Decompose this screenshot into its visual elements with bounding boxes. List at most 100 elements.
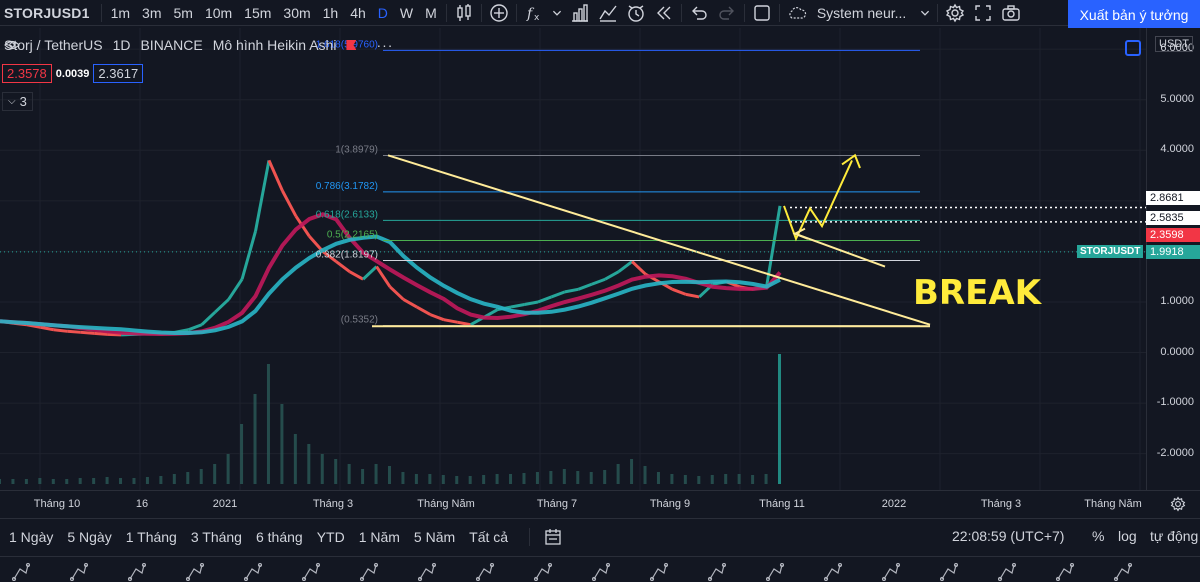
polyline-icon[interactable] — [475, 562, 495, 582]
cloud-icon[interactable] — [783, 1, 811, 25]
price-candle — [187, 323, 203, 332]
auto-toggle[interactable]: tự động — [1150, 528, 1199, 544]
range-button[interactable]: 5 Ngày — [67, 528, 112, 545]
interval-4h[interactable]: 4h — [350, 4, 366, 21]
undo-icon[interactable] — [685, 1, 713, 25]
volume-bar — [697, 476, 701, 484]
path-icon[interactable] — [301, 562, 321, 582]
arrow-icon[interactable] — [359, 562, 379, 582]
volume-bar — [630, 459, 634, 484]
time-axis-settings-icon[interactable] — [1170, 496, 1186, 512]
measure-icon[interactable] — [533, 562, 553, 582]
volume-bar — [334, 459, 338, 484]
svg-text:x: x — [534, 13, 540, 23]
time-tick: Tháng 3 — [312, 498, 354, 510]
alert-clock-icon[interactable] — [622, 1, 650, 25]
trash-icon[interactable] — [1113, 562, 1133, 582]
bid-price[interactable]: 2.3578 — [2, 64, 52, 83]
interval-1h[interactable]: 1h — [322, 4, 339, 21]
hide-icon[interactable] — [1055, 562, 1075, 582]
financials-icon[interactable] — [566, 1, 594, 25]
range-button[interactable]: YTD — [316, 528, 345, 545]
chevron-down-icon[interactable] — [916, 1, 934, 25]
divider — [743, 3, 745, 22]
replay-icon[interactable] — [650, 1, 678, 25]
currency-label[interactable]: USDT — [1155, 36, 1193, 52]
scale-settings-icon[interactable] — [1125, 40, 1141, 56]
compare-add-icon[interactable] — [485, 1, 513, 25]
brush-icon[interactable] — [243, 562, 263, 582]
interval-5m[interactable]: 5m — [173, 4, 193, 21]
level-label: 2.8681 — [1146, 190, 1200, 205]
divider — [515, 3, 517, 22]
indicators-toggle[interactable]: ⌵ 3 — [2, 92, 33, 111]
snapshot-camera-icon[interactable] — [997, 1, 1025, 25]
chart-templates-icon[interactable] — [594, 1, 622, 25]
time-tick: Tháng 3 — [980, 498, 1022, 510]
range-button[interactable]: 1 Ngày — [9, 528, 54, 545]
range-button[interactable]: 5 Năm — [413, 528, 456, 545]
volume-bar — [603, 470, 607, 484]
time-axis[interactable]: Tháng 10 16 2021 Tháng 3 Tháng Năm Tháng 7 Thá… — [0, 490, 1200, 516]
price-scale[interactable]: 6.00005.00004.00003.00001.00000.0000-1.0… — [1146, 28, 1200, 490]
date-range-calendar-icon[interactable] — [543, 527, 567, 547]
range-button[interactable]: Tất cả — [469, 528, 509, 545]
percent-toggle[interactable]: % — [1092, 528, 1105, 544]
flag-icon[interactable] — [346, 40, 357, 50]
layout-name[interactable]: System neur... — [816, 4, 907, 21]
eraser-icon[interactable] — [765, 562, 785, 582]
volume-bar — [670, 474, 674, 484]
clock[interactable]: 22:08:59 (UTC+7) — [952, 528, 1065, 544]
volume-bar — [51, 479, 55, 484]
price-candle — [429, 313, 445, 322]
lock-icon[interactable] — [997, 562, 1017, 582]
legend: Storj / TetherUS 1D BINANCE Mô hình Heik… — [4, 37, 393, 53]
interval-3m[interactable]: 3m — [142, 4, 162, 21]
fullscreen-icon[interactable] — [748, 1, 776, 25]
range-button[interactable]: 3 Tháng — [190, 528, 242, 545]
abc-icon[interactable] — [707, 562, 727, 582]
price-candle — [227, 278, 244, 301]
pattern-icon[interactable] — [69, 562, 89, 582]
fib-icon[interactable] — [127, 562, 147, 582]
symbol-search[interactable]: STORJUSD1 — [4, 4, 90, 21]
interval-10m[interactable]: 10m — [204, 4, 233, 21]
publish-idea-button[interactable]: Xuất bản ý tưởng — [1068, 0, 1200, 30]
range-button[interactable]: 1 Năm — [358, 528, 400, 545]
interval-1m[interactable]: 1m — [110, 4, 131, 21]
interval-m[interactable]: M — [425, 4, 437, 21]
range-button[interactable]: 1 Tháng — [125, 528, 177, 545]
interval-d[interactable]: D — [377, 4, 388, 21]
note-icon[interactable] — [939, 562, 959, 582]
price-candle — [388, 285, 405, 301]
shape-icon[interactable] — [417, 562, 437, 582]
settings-gear-icon[interactable] — [941, 1, 969, 25]
time-tick: Tháng Năm — [1084, 498, 1142, 510]
interval-15m[interactable]: 15m — [244, 4, 272, 21]
interval-w[interactable]: W — [399, 4, 414, 21]
log-toggle[interactable]: log — [1118, 528, 1137, 544]
chevron-down-icon[interactable] — [548, 1, 566, 25]
fullscreen-expand-icon[interactable] — [969, 1, 997, 25]
gann-icon[interactable] — [185, 562, 205, 582]
divider — [680, 3, 682, 22]
volume-bar — [0, 479, 1, 484]
interval-30m[interactable]: 30m — [283, 4, 311, 21]
price-candle — [107, 332, 122, 337]
trendline-icon[interactable] — [11, 562, 31, 582]
volume-bar — [213, 464, 217, 484]
forecast-icon[interactable] — [823, 562, 843, 582]
time-tick: 16 — [135, 498, 149, 510]
price-chart[interactable]: 1.618(5.9760)1(3.8979)0.786(3.1782)0.618… — [0, 28, 1146, 490]
redo-icon[interactable] — [713, 1, 741, 25]
more-dots-icon[interactable]: ··· — [376, 37, 394, 53]
zoom-icon[interactable] — [591, 562, 611, 582]
chevron-down-icon: ⌵ — [8, 96, 16, 107]
chart-pane[interactable]: 1.618(5.9760)1(3.8979)0.786(3.1782)0.618… — [0, 28, 1146, 490]
elliott-icon[interactable] — [649, 562, 669, 582]
candle-style-icon[interactable] — [450, 1, 478, 25]
range-button[interactable]: 6 tháng — [255, 528, 303, 545]
text-icon[interactable] — [881, 562, 901, 582]
ask-price[interactable]: 2.3617 — [93, 64, 144, 83]
